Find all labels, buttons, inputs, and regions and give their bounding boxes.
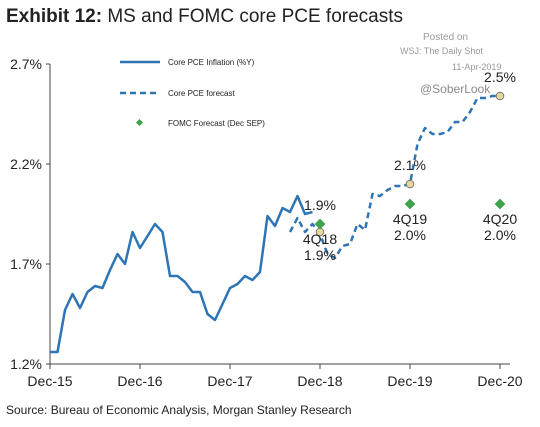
- forecast-point: [495, 91, 505, 101]
- y-tick-label: 2.7%: [10, 56, 42, 72]
- watermark-posted: Posted on: [423, 32, 468, 43]
- markers-layer: [314, 91, 506, 237]
- x-tick-label: Dec-18: [297, 373, 342, 389]
- data-label: 1.9%: [304, 247, 336, 263]
- watermark-handle: @SoberLook: [420, 82, 491, 96]
- legend-label-core-pce: Core PCE Inflation (%Y): [168, 58, 255, 67]
- data-label: 2.0%: [484, 227, 516, 243]
- data-label: 1.9%: [304, 197, 336, 213]
- y-tick-label: 1.2%: [10, 356, 42, 372]
- series-layer: [50, 94, 500, 354]
- source-note: Source: Bureau of Economic Analysis, Mor…: [6, 403, 352, 417]
- exhibit-label: Exhibit 12:: [6, 6, 103, 27]
- fomc-point: [494, 198, 506, 210]
- watermark-date: 11-Apr-2019: [452, 62, 501, 72]
- chart-title: Exhibit 12: MS and FOMC core PCE forecas…: [6, 6, 403, 28]
- watermark: Posted on WSJ: The Daily Shot 11-Apr-201…: [400, 32, 501, 96]
- legend-label-forecast: Core PCE forecast: [168, 89, 235, 98]
- data-label: 4Q18: [303, 231, 337, 247]
- data-label: 4Q20: [483, 211, 517, 227]
- y-tick-label: 2.2%: [10, 156, 42, 172]
- data-label: 2.1%: [394, 157, 426, 173]
- data-label: 2.5%: [484, 69, 516, 85]
- data-label: 4Q19: [393, 211, 427, 227]
- x-tick-label: Dec-15: [27, 373, 72, 389]
- axes: 1.2% 1.7% 2.2% 2.7% Dec-15 Dec-16 Dec-17 Dec-18…: [10, 56, 523, 389]
- fomc-point: [404, 198, 416, 210]
- legend-swatch-fomc: [135, 118, 144, 127]
- x-tick-label: Dec-20: [477, 373, 522, 389]
- y-tick-label: 1.7%: [10, 256, 42, 272]
- x-tick-label: Dec-16: [117, 373, 162, 389]
- forecast-point: [405, 179, 415, 189]
- watermark-source: WSJ: The Daily Shot: [400, 46, 483, 56]
- series-line-core-pce: [50, 194, 313, 354]
- series-line-forecast: [288, 94, 500, 260]
- data-label: 2.0%: [394, 227, 426, 243]
- title-text: MS and FOMC core PCE forecasts: [107, 6, 404, 27]
- legend: Core PCE Inflation (%Y) Core PCE forecas…: [120, 58, 265, 128]
- x-tick-label: Dec-19: [387, 373, 432, 389]
- legend-label-fomc: FOMC Forecast (Dec SEP): [168, 119, 265, 128]
- x-tick-label: Dec-17: [207, 373, 252, 389]
- fomc-point: [314, 218, 326, 230]
